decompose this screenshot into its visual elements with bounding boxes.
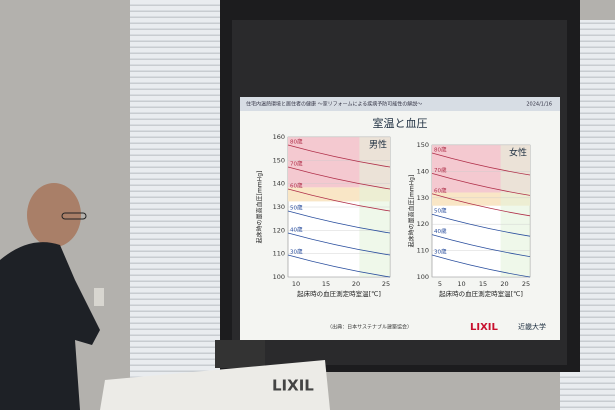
university: 近畿大学 [518, 322, 546, 331]
y-tick-label: 140 [417, 167, 429, 175]
age-curve [431, 152, 531, 176]
age-curve [431, 173, 531, 196]
age-label: 60歳 [434, 186, 447, 194]
x-tick-label: 5 [438, 280, 442, 288]
x-tick-label: 15 [479, 280, 487, 288]
x-tick-label: 10 [292, 280, 300, 288]
age-label: 30歳 [434, 248, 447, 256]
age-label: 40歳 [290, 226, 303, 234]
lixil-logo: LIXIL [470, 322, 499, 333]
y-tick-label: 100 [417, 273, 429, 281]
age-curve [431, 254, 531, 278]
age-label: 40歳 [434, 227, 447, 235]
y-axis-label: 起床時の最高血圧[mmHg] [408, 175, 416, 248]
slide-header-bar [240, 97, 560, 111]
age-label: 30歳 [290, 248, 303, 256]
sex-label: 男性 [369, 139, 387, 151]
y-tick-label: 120 [417, 220, 429, 228]
y-tick-label: 150 [273, 156, 285, 164]
y-tick-label: 100 [273, 273, 285, 281]
y-tick-label: 150 [417, 141, 429, 149]
x-tick-label: 10 [457, 280, 465, 288]
x-tick-label: 25 [522, 280, 530, 288]
age-label: 50歳 [290, 204, 303, 212]
x-tick-label: 25 [382, 280, 390, 288]
slide-title: 室温と血圧 [373, 116, 428, 130]
slide-header: 住宅内温熱環境と居住者の健康 ～家リフォームによる疾病予防可能性の解説～ [246, 101, 422, 108]
y-tick-label: 120 [273, 226, 285, 234]
age-curve [287, 166, 391, 190]
y-tick-label: 110 [273, 250, 285, 258]
age-curve [287, 232, 391, 256]
y-tick-label: 110 [417, 247, 429, 255]
y-tick-label: 130 [273, 203, 285, 211]
age-label: 70歳 [434, 166, 447, 174]
sex-label: 女性 [509, 147, 527, 159]
age-curve [431, 213, 531, 237]
age-curve [431, 234, 531, 257]
age-label: 60歳 [290, 182, 303, 190]
x-axis-label: 起床時の血圧測定時室温[℃] [297, 289, 381, 298]
age-label: 80歳 [434, 146, 447, 154]
head [27, 183, 81, 247]
age-label: 50歳 [434, 207, 447, 215]
age-curve [287, 254, 391, 278]
age-curve [431, 193, 531, 217]
age-label: 70歳 [290, 160, 303, 168]
y-tick-label: 140 [273, 180, 285, 188]
x-axis-label: 起床時の血圧測定時室温[℃] [439, 289, 523, 298]
age-label: 80歳 [290, 138, 303, 146]
slide-date: 2024/1/16 [526, 102, 552, 108]
x-tick-label: 20 [352, 280, 360, 288]
podium-logo: LIXIL [272, 377, 314, 395]
x-tick-label: 15 [322, 280, 330, 288]
slide: 住宅内温熱環境と居住者の健康 ～家リフォームによる疾病予防可能性の解説～ 202… [240, 97, 560, 340]
person [0, 242, 100, 410]
age-curve [287, 144, 391, 168]
y-axis-label: 起床時の最高血圧[mmHg] [256, 171, 264, 244]
glasses [61, 212, 87, 220]
laptop [215, 340, 265, 368]
safe-zone [500, 145, 530, 277]
y-tick-label: 160 [273, 133, 285, 141]
age-curve [287, 210, 391, 234]
podium [100, 360, 330, 410]
age-curve [287, 188, 391, 212]
source: （出典：日本サステナブル建築協会） [327, 324, 412, 331]
x-tick-label: 20 [500, 280, 508, 288]
wall-switch [94, 288, 104, 306]
y-tick-label: 130 [417, 194, 429, 202]
